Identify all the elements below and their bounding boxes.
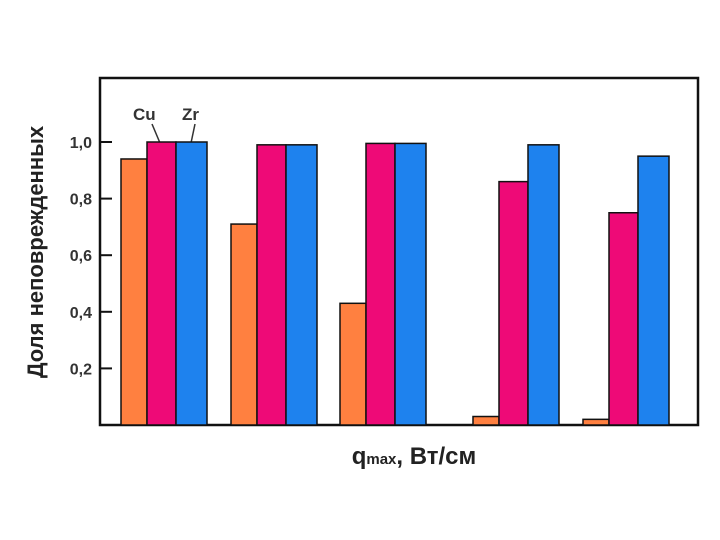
x-axis-title-main: q: [352, 443, 367, 470]
x-axis-title: qmax, Вт/см: [352, 443, 477, 470]
bar-series2-group5: [608, 212, 639, 426]
y-axis-ticks: 0,2 0,4 0,6 0,8 1,0: [70, 135, 112, 378]
bar-series1-group4: [472, 415, 500, 426]
bar-series2-group2: [256, 144, 287, 426]
bar-series1-group3: [339, 302, 367, 426]
bar-series1-group5: [582, 418, 610, 426]
legend-label-cu: Cu: [133, 105, 156, 124]
bar-series3-group1: [175, 141, 208, 426]
bar-series2-group3: [365, 142, 396, 426]
x-axis-title-sub: max: [366, 451, 397, 468]
bar-series3-group2: [285, 144, 318, 426]
y-tick-label: 0,8: [70, 192, 92, 209]
y-tick-label: 1,0: [70, 135, 92, 152]
bar-series2-group4: [498, 180, 529, 426]
bar-series3-group4: [527, 144, 560, 426]
legend-label-zr: Zr: [182, 105, 199, 124]
legend-pointer-zr: [190, 123, 196, 144]
y-tick-label: 0,2: [70, 361, 92, 378]
bar-series3-group5: [637, 155, 670, 426]
bar-series1-group1: [120, 158, 148, 426]
x-axis-title-rest: , Вт/см: [396, 443, 476, 470]
bar-series1-group2: [230, 223, 258, 426]
legend-pointer-cu: [151, 123, 161, 144]
y-axis-title: Доля неповрежденных: [23, 125, 48, 378]
bar-series3-group3: [394, 142, 427, 426]
y-tick-label: 0,4: [70, 305, 92, 322]
bars: [120, 141, 670, 426]
bar-series2-group1: [146, 141, 177, 426]
y-tick-label: 0,6: [70, 248, 92, 265]
